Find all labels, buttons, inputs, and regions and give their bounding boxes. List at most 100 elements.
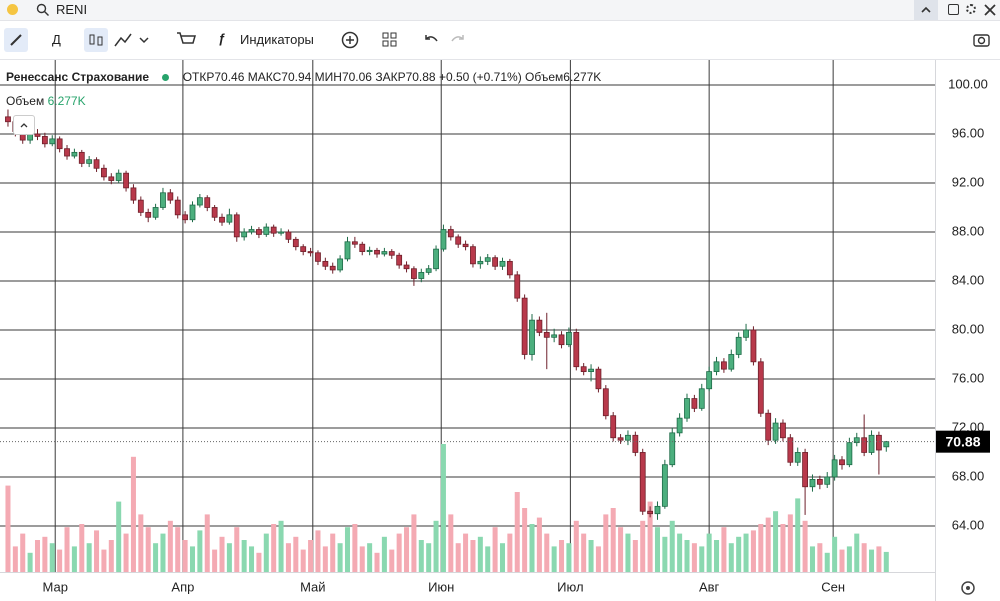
candle-body — [5, 116, 11, 123]
candle-body — [735, 336, 742, 355]
volume-bar — [153, 543, 159, 572]
volume-bar — [669, 520, 675, 572]
volume-bar — [359, 546, 365, 572]
candle-body — [706, 371, 713, 390]
volume-bar — [396, 533, 402, 572]
chevron-icon — [921, 6, 931, 13]
settings-button[interactable] — [961, 581, 975, 595]
volume-bar — [5, 485, 11, 572]
volume-bar — [94, 530, 100, 572]
compare-button[interactable] — [112, 28, 152, 52]
candle-body — [396, 254, 403, 266]
draw-button[interactable] — [4, 28, 28, 52]
indicators-button[interactable]: Индикаторы — [240, 32, 314, 47]
add-button[interactable] — [340, 30, 360, 50]
candle-body — [661, 464, 668, 507]
volume-bar — [824, 552, 830, 572]
volume-bar — [322, 546, 328, 572]
volume-bar — [108, 540, 114, 572]
candle-body — [115, 172, 122, 181]
volume-bar — [728, 543, 734, 572]
screenshot-button[interactable] — [972, 31, 992, 49]
candle-body — [506, 260, 513, 276]
search-input[interactable]: RENI — [56, 2, 88, 17]
toolbar: Д ƒ Индикаторы — [0, 21, 1000, 60]
candle-body — [617, 437, 624, 441]
collapse-button[interactable] — [914, 0, 938, 20]
volume-bar — [551, 546, 557, 572]
volume-bar — [34, 540, 41, 572]
search-icon — [36, 3, 49, 16]
candle-body — [189, 204, 196, 221]
candle-body — [713, 361, 720, 373]
collapse-legend-button[interactable] — [13, 115, 35, 135]
alerts-button[interactable] — [174, 28, 198, 52]
gear-icon — [961, 581, 975, 595]
candle-body — [137, 199, 144, 213]
volume-bar — [647, 501, 653, 572]
candle-body — [56, 138, 63, 150]
candle-body — [499, 260, 506, 267]
candle-body — [602, 388, 609, 417]
volume-bar — [861, 543, 867, 572]
candle-body — [780, 422, 786, 439]
volume-bar — [846, 546, 852, 572]
candle-body — [315, 252, 321, 262]
volume-bar — [212, 549, 218, 572]
volume-bar — [42, 536, 48, 572]
candle-body — [883, 441, 890, 448]
volume-bar — [492, 527, 498, 572]
volume-bar — [278, 520, 284, 572]
volume-bar — [145, 527, 151, 572]
volume-bar — [832, 536, 838, 572]
volume-bar — [773, 511, 779, 572]
candle-body — [78, 151, 85, 164]
candle-body — [344, 241, 351, 260]
candle-body — [447, 229, 454, 238]
volume-bar — [581, 533, 587, 572]
candle-body — [853, 437, 860, 444]
candle-body — [728, 354, 735, 370]
candle-body — [536, 319, 543, 333]
change-pct: (+0.71%) — [472, 70, 522, 84]
volume-bar — [337, 543, 343, 572]
settings-button[interactable] — [966, 4, 976, 14]
volume-bar — [64, 527, 70, 572]
candle-body — [34, 133, 41, 137]
candle-body — [226, 214, 233, 223]
candle-body — [123, 172, 129, 189]
high-label: МАКС — [247, 70, 282, 84]
layout-button[interactable] — [381, 31, 399, 49]
volume-bar — [662, 536, 668, 572]
volume-bar — [79, 524, 85, 572]
candle-body — [580, 366, 587, 373]
volume-bar — [440, 444, 446, 572]
close-button[interactable] — [984, 4, 996, 16]
grid — [0, 60, 935, 572]
candle-body — [455, 236, 462, 245]
volume-bar — [116, 501, 122, 572]
y-tick-label: 80.00 — [952, 321, 985, 336]
volume-bar — [300, 549, 306, 572]
redo-button[interactable] — [449, 31, 467, 49]
volume-bar — [876, 546, 882, 572]
volume-bar — [588, 540, 594, 572]
candle-body — [470, 246, 476, 265]
interval-button[interactable]: Д — [52, 32, 61, 47]
volume-bar — [49, 543, 55, 572]
chart-type-button[interactable] — [84, 28, 108, 52]
volume-bar — [330, 533, 336, 572]
candle-body — [514, 274, 521, 299]
volume-bar — [404, 527, 410, 572]
undo-button[interactable] — [422, 31, 440, 49]
volume-bar — [71, 546, 77, 572]
candle-body — [440, 229, 447, 250]
open-label: ОТКР — [182, 70, 215, 84]
window-button[interactable] — [948, 4, 959, 15]
volume-bar — [130, 456, 136, 572]
x-tick-label: Апр — [171, 579, 194, 594]
volume-bar — [573, 520, 579, 572]
candle-body — [411, 268, 417, 279]
candle-body — [108, 176, 115, 181]
volume-bar — [743, 533, 749, 572]
